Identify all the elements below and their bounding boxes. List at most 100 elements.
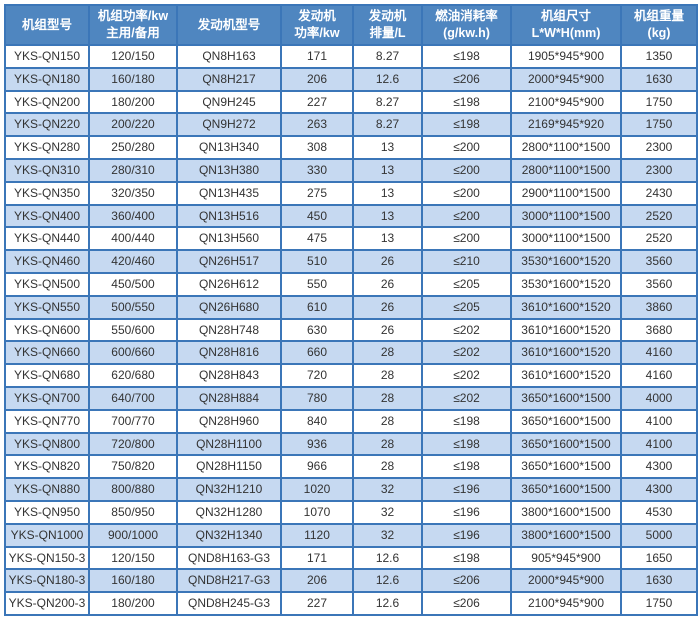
- weight-cell: 2520: [620, 226, 698, 252]
- dimensions-cell: 2169*945*920: [510, 112, 622, 138]
- dimensions-cell: 3000*1100*1500: [510, 226, 622, 252]
- power-cell: 550/600: [88, 317, 178, 343]
- column-header-line: 主用/备用: [106, 26, 160, 40]
- table-row: YKS-QN310 280/310 QN13H380 330 13 ≤200 2800*11…: [4, 157, 698, 183]
- engine-power-cell: 263: [280, 112, 354, 138]
- power-cell: 640/700: [88, 385, 178, 411]
- column-header-line: 功率/kw: [294, 26, 340, 40]
- column-header-line: 机组功率/kw: [97, 9, 169, 23]
- fuel-rate-cell: ≤196: [421, 522, 512, 548]
- engine-model-cell: QN28H884: [176, 385, 282, 411]
- fuel-rate-cell: ≤206: [421, 66, 512, 92]
- dimensions-cell: 2900*1100*1500: [510, 180, 622, 206]
- engine-power-cell: 275: [280, 180, 354, 206]
- engine-power-cell: 550: [280, 271, 354, 297]
- engine-model-cell: QN13H516: [176, 203, 282, 229]
- fuel-rate-cell: ≤200: [421, 157, 512, 183]
- table-row: YKS-QN1000 900/1000 QN32H1340 1120 32 ≤196 380…: [4, 522, 698, 548]
- weight-cell: 3560: [620, 271, 698, 297]
- displacement-cell: 26: [352, 294, 423, 320]
- fuel-rate-cell: ≤202: [421, 385, 512, 411]
- engine-model-cell: QND8H163-G3: [176, 545, 282, 571]
- weight-cell: 1750: [620, 112, 698, 138]
- table-row: YKS-QN700 640/700 QN28H884 780 28 ≤202 3650*16…: [4, 385, 698, 411]
- engine-model-cell: QN26H517: [176, 249, 282, 274]
- fuel-rate-cell: ≤206: [421, 568, 512, 594]
- column-header-line: (kg): [647, 26, 671, 40]
- table-row: YKS-QN600 550/600 QN28H748 630 26 ≤202 3610*16…: [4, 317, 698, 343]
- column-header-model: 机组型号: [4, 4, 90, 46]
- weight-cell: 5000: [620, 522, 698, 548]
- weight-cell: 2520: [620, 203, 698, 229]
- dimensions-cell: 2800*1100*1500: [510, 157, 622, 183]
- displacement-cell: 26: [352, 249, 423, 274]
- table-header: 机组型号 机组功率/kw 主用/备用 发动机型号 发动机 功率/kw 发动机 排量/L 燃油消耗…: [4, 4, 698, 46]
- engine-model-cell: QN28H748: [176, 317, 282, 343]
- engine-power-cell: 1070: [280, 499, 354, 525]
- displacement-cell: 12.6: [352, 568, 423, 594]
- table-row: YKS-QN500 450/500 QN26H612 550 26 ≤205 3530*16…: [4, 271, 698, 297]
- dimensions-cell: 3650*1600*1500: [510, 477, 622, 502]
- engine-power-cell: 171: [280, 545, 354, 571]
- model-cell: YKS-QN770: [4, 408, 90, 434]
- displacement-cell: 13: [352, 226, 423, 252]
- model-cell: YKS-QN200: [4, 89, 90, 115]
- displacement-cell: 8.27: [352, 112, 423, 138]
- model-cell: YKS-QN460: [4, 249, 90, 274]
- model-cell: YKS-QN820: [4, 454, 90, 480]
- table-row: YKS-QN180-3 160/180 QND8H217-G3 206 12.6 ≤206…: [4, 568, 698, 594]
- engine-power-cell: 610: [280, 294, 354, 320]
- dimensions-cell: 3610*1600*1520: [510, 340, 622, 366]
- displacement-cell: 26: [352, 317, 423, 343]
- engine-model-cell: QN9H245: [176, 89, 282, 115]
- table-row: YKS-QN150 120/150 QN8H163 171 8.27 ≤198 1905*9…: [4, 44, 698, 69]
- column-header-line: 机组重量: [633, 9, 684, 23]
- power-cell: 620/680: [88, 363, 178, 388]
- fuel-rate-cell: ≤200: [421, 226, 512, 252]
- model-cell: YKS-QN280: [4, 135, 90, 160]
- dimensions-cell: 2000*945*900: [510, 66, 622, 92]
- engine-power-cell: 966: [280, 454, 354, 480]
- header-row: 机组型号 机组功率/kw 主用/备用 发动机型号 发动机 功率/kw 发动机 排量/L 燃油消耗…: [4, 4, 698, 46]
- engine-power-cell: 510: [280, 249, 354, 274]
- engine-power-cell: 206: [280, 568, 354, 594]
- engine-model-cell: QN8H217: [176, 66, 282, 92]
- dimensions-cell: 3610*1600*1520: [510, 294, 622, 320]
- power-cell: 600/660: [88, 340, 178, 366]
- displacement-cell: 12.6: [352, 591, 423, 616]
- dimensions-cell: 2000*945*900: [510, 568, 622, 594]
- model-cell: YKS-QN950: [4, 499, 90, 525]
- weight-cell: 4160: [620, 363, 698, 388]
- power-cell: 800/880: [88, 477, 178, 502]
- fuel-rate-cell: ≤198: [421, 545, 512, 571]
- engine-power-cell: 227: [280, 89, 354, 115]
- displacement-cell: 13: [352, 203, 423, 229]
- power-cell: 180/200: [88, 89, 178, 115]
- column-header-engine-model: 发动机型号: [176, 4, 282, 46]
- model-cell: YKS-QN1000: [4, 522, 90, 548]
- fuel-rate-cell: ≤210: [421, 249, 512, 274]
- model-cell: YKS-QN310: [4, 157, 90, 183]
- table-row: YKS-QN950 850/950 QN32H1280 1070 32 ≤196 3800*…: [4, 499, 698, 525]
- engine-power-cell: 780: [280, 385, 354, 411]
- engine-model-cell: QN28H960: [176, 408, 282, 434]
- column-header-engine-power: 发动机 功率/kw: [280, 4, 354, 46]
- engine-model-cell: QN28H843: [176, 363, 282, 388]
- table-body: YKS-QN150 120/150 QN8H163 171 8.27 ≤198 1905*9…: [4, 44, 698, 616]
- engine-power-cell: 720: [280, 363, 354, 388]
- engine-power-cell: 206: [280, 66, 354, 92]
- power-cell: 720/800: [88, 431, 178, 457]
- fuel-rate-cell: ≤196: [421, 477, 512, 502]
- model-cell: YKS-QN200-3: [4, 591, 90, 616]
- generator-spec-table: 机组型号 机组功率/kw 主用/备用 发动机型号 发动机 功率/kw 发动机 排量/L 燃油消耗…: [4, 4, 698, 616]
- engine-model-cell: QN13H380: [176, 157, 282, 183]
- table-row: YKS-QN820 750/820 QN28H1150 966 28 ≤198 3650*1…: [4, 454, 698, 480]
- engine-model-cell: QND8H217-G3: [176, 568, 282, 594]
- engine-power-cell: 171: [280, 44, 354, 69]
- weight-cell: 4100: [620, 408, 698, 434]
- table-row: YKS-QN150-3 120/150 QND8H163-G3 171 12.6 ≤198…: [4, 545, 698, 571]
- table-row: YKS-QN440 400/440 QN13H560 475 13 ≤200 3000*11…: [4, 226, 698, 252]
- displacement-cell: 28: [352, 408, 423, 434]
- engine-power-cell: 840: [280, 408, 354, 434]
- engine-model-cell: QN32H1280: [176, 499, 282, 525]
